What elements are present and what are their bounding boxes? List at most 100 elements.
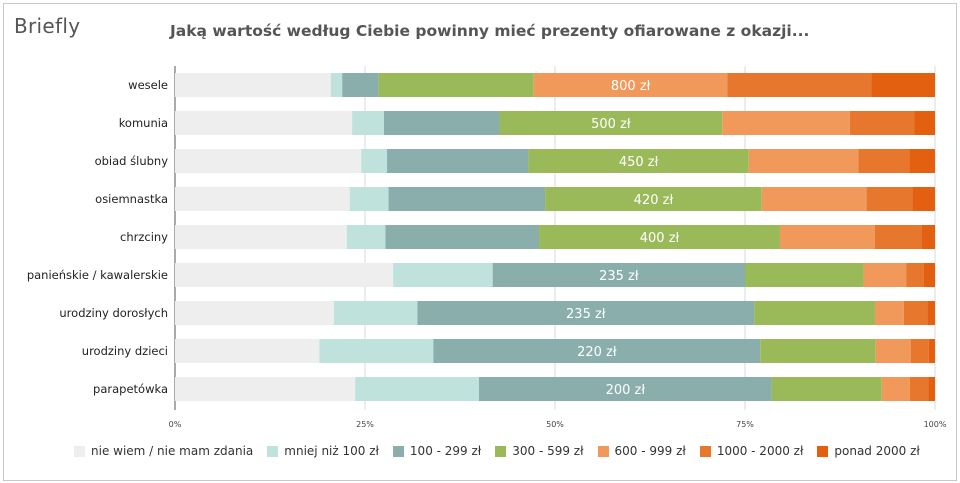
bar-segment [333,301,418,325]
category-label: panieńskie / kawalerskie [27,268,168,282]
bar-segment [417,301,755,325]
bar-segment [355,377,479,401]
bar-segment [539,225,780,249]
bar-value-label: 235 zł [599,269,639,284]
bar-segment [906,263,924,287]
brand-logo: Briefly [14,14,81,38]
bar-segment [858,149,910,173]
bar-segment [384,111,500,135]
bar-segment [352,111,384,135]
bar-segment [349,187,389,211]
bar-segment [175,73,331,97]
legend-label: mniej niż 100 zł [284,444,379,458]
legend-item: nie wiem / nie mam zdania [74,444,253,458]
bar-segment [921,225,935,249]
bar-segment [330,73,343,97]
category-label: urodziny dzieci [82,344,168,358]
legend-item: 1000 - 2000 zł [699,444,803,458]
bar-segment [903,301,928,325]
legend-swatch [495,445,507,457]
chart-legend: nie wiem / nie mam zdania mniej niż 100 z… [74,444,934,458]
legend-label: 100 - 299 zł [409,444,482,458]
legend-label: ponad 2000 zł [834,444,920,458]
bar-segment [175,225,347,249]
bar-segment [479,377,772,401]
category-label: chrzciny [120,230,168,244]
bar-segment [849,111,915,135]
bar-value-label: 200 zł [606,383,646,398]
category-label: osiemnastka [95,192,168,206]
bar-segment [533,73,728,97]
bar-segment [909,149,935,173]
legend-item: mniej niż 100 zł [267,444,379,458]
bar-segment [319,339,434,363]
legend-item: 100 - 299 zł [392,444,482,458]
category-label: wesele [128,78,168,92]
bar-segment [875,339,911,363]
chart-title: Jaką wartość według Ciebie powinny mieć … [170,22,810,40]
bar-segment [528,149,749,173]
bar-segment [385,225,540,249]
bar-segment [928,377,935,401]
bar-segment [175,149,362,173]
bar-segment [874,225,922,249]
category-label: urodziny dorosłych [59,306,168,320]
legend-label: 600 - 999 zł [614,444,686,458]
bar-segment [771,377,882,401]
bar-segment [393,263,493,287]
bar-segment [175,301,334,325]
bar-value-label: 235 zł [566,307,606,322]
x-tick-label: 50% [546,420,564,429]
legend-swatch [74,445,85,457]
legend-label: 300 - 599 zł [512,444,584,458]
legend-swatch [597,445,609,457]
legend-swatch [267,445,279,457]
bar-segment [863,263,907,287]
bar-segment [745,263,864,287]
bar-segment [928,339,935,363]
bar-segment [910,339,929,363]
bar-segment [499,111,723,135]
bar-segment [387,149,529,173]
bar-value-label: 400 zł [640,231,680,246]
bar-segment [779,225,875,249]
legend-item: ponad 2000 zł [817,444,920,458]
bar-segment [388,187,546,211]
bar-segment [881,377,910,401]
bar-segment [175,339,320,363]
bar-segment [722,111,850,135]
legend-item: 600 - 999 zł [597,444,686,458]
bar-segment [748,149,859,173]
bar-segment [923,263,935,287]
category-label: parapetówka [93,382,168,396]
bar-segment [760,339,876,363]
bar-value-label: 420 zł [634,193,674,208]
bar-value-label: 220 zł [577,345,617,360]
x-tick-label: 25% [356,420,374,429]
bar-segment [927,301,935,325]
bar-segment [866,187,913,211]
legend-swatch [699,445,711,457]
x-tick-label: 0% [169,420,182,429]
bar-segment [346,225,386,249]
legend-swatch [817,445,829,457]
bar-segment [361,149,388,173]
bar-segment [342,73,379,97]
legend-label: nie wiem / nie mam zdania [91,444,254,458]
bar-segment [492,263,745,287]
bar-segment [378,73,534,97]
bar-segment [433,339,761,363]
bar-segment [871,73,935,97]
x-tick-label: 100% [924,420,947,429]
x-tick-label: 75% [736,420,754,429]
bar-segment [175,111,353,135]
bar-segment [914,111,935,135]
bar-value-label: 500 zł [591,117,631,132]
category-label: obiad ślubny [95,154,169,168]
bar-segment [175,377,356,401]
bar-segment [909,377,929,401]
category-label: komunia [119,116,168,130]
bar-segment [175,263,394,287]
legend-swatch [392,445,404,457]
legend-item: 300 - 599 zł [495,444,584,458]
